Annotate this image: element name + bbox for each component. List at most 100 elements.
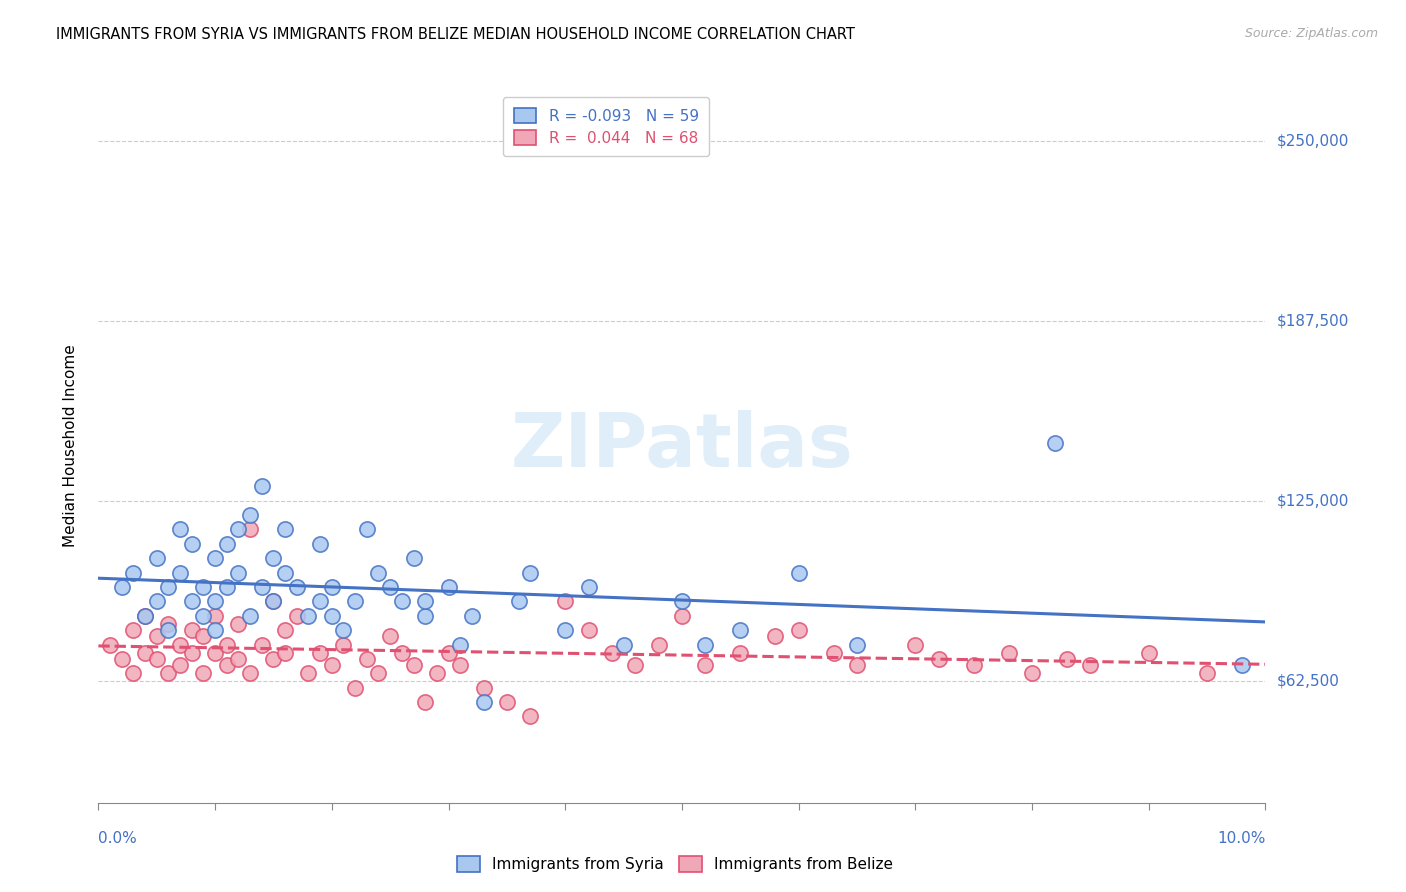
Point [169,657,191,672]
Point [671,608,693,623]
Point [180,623,202,637]
Point [647,638,669,652]
Legend: R = -0.093   N = 59, R =  0.044   N = 68: R = -0.093 N = 59, R = 0.044 N = 68 [503,97,710,156]
Point [204,646,226,660]
Point [928,652,950,666]
Point [695,638,717,652]
Point [111,652,134,666]
Point [157,623,180,637]
Point [193,608,215,623]
Point [297,608,319,623]
Point [461,608,484,623]
Point [391,594,413,608]
Point [554,623,576,637]
Point [193,580,215,594]
Point [180,646,202,660]
Point [600,646,623,660]
Point [413,594,436,608]
Point [763,629,786,643]
Point [180,594,202,608]
Point [402,551,425,566]
Point [845,657,868,672]
Point [239,508,262,522]
Point [1230,657,1253,672]
Point [134,608,156,623]
Text: ZIPatlas: ZIPatlas [510,409,853,483]
Point [1195,666,1218,681]
Point [228,566,250,580]
Point [728,646,751,660]
Point [239,608,262,623]
Point [519,566,541,580]
Point [449,657,471,672]
Point [193,666,215,681]
Point [215,638,238,652]
Point [344,594,367,608]
Point [285,580,308,594]
Text: 10.0%: 10.0% [1218,831,1265,847]
Point [321,608,343,623]
Point [309,537,332,551]
Point [554,594,576,608]
Point [134,608,156,623]
Point [426,666,449,681]
Point [356,523,378,537]
Text: $187,500: $187,500 [1277,313,1348,328]
Point [215,537,238,551]
Point [239,523,262,537]
Point [1137,646,1160,660]
Point [228,523,250,537]
Text: Source: ZipAtlas.com: Source: ZipAtlas.com [1244,27,1378,40]
Point [378,580,402,594]
Point [157,580,180,594]
Legend: Immigrants from Syria, Immigrants from Belize: Immigrants from Syria, Immigrants from B… [449,848,901,880]
Point [169,566,191,580]
Point [578,623,600,637]
Point [413,695,436,709]
Point [111,580,134,594]
Point [239,666,262,681]
Point [274,566,297,580]
Point [787,623,810,637]
Text: $250,000: $250,000 [1277,134,1348,148]
Point [344,681,367,695]
Point [122,566,145,580]
Point [193,629,215,643]
Point [904,638,927,652]
Point [728,623,751,637]
Point [472,681,495,695]
Point [402,657,425,672]
Point [695,657,717,672]
Point [146,652,169,666]
Point [624,657,647,672]
Text: 0.0%: 0.0% [98,831,138,847]
Point [437,580,460,594]
Text: IMMIGRANTS FROM SYRIA VS IMMIGRANTS FROM BELIZE MEDIAN HOUSEHOLD INCOME CORRELAT: IMMIGRANTS FROM SYRIA VS IMMIGRANTS FROM… [56,27,855,42]
Point [1080,657,1102,672]
Point [309,646,332,660]
Point [1045,436,1067,450]
Point [204,594,226,608]
Point [215,657,238,672]
Point [122,623,145,637]
Point [122,666,145,681]
Point [671,594,693,608]
Point [157,666,180,681]
Point [250,580,273,594]
Point [134,646,156,660]
Point [367,666,389,681]
Point [204,608,226,623]
Point [157,617,180,632]
Point [378,629,402,643]
Point [356,652,378,666]
Point [250,479,273,493]
Point [274,646,297,660]
Y-axis label: Median Household Income: Median Household Income [63,344,77,548]
Point [845,638,868,652]
Point [180,537,202,551]
Point [228,617,250,632]
Point [1056,652,1078,666]
Point [519,709,541,723]
Text: $125,000: $125,000 [1277,493,1348,508]
Point [204,623,226,637]
